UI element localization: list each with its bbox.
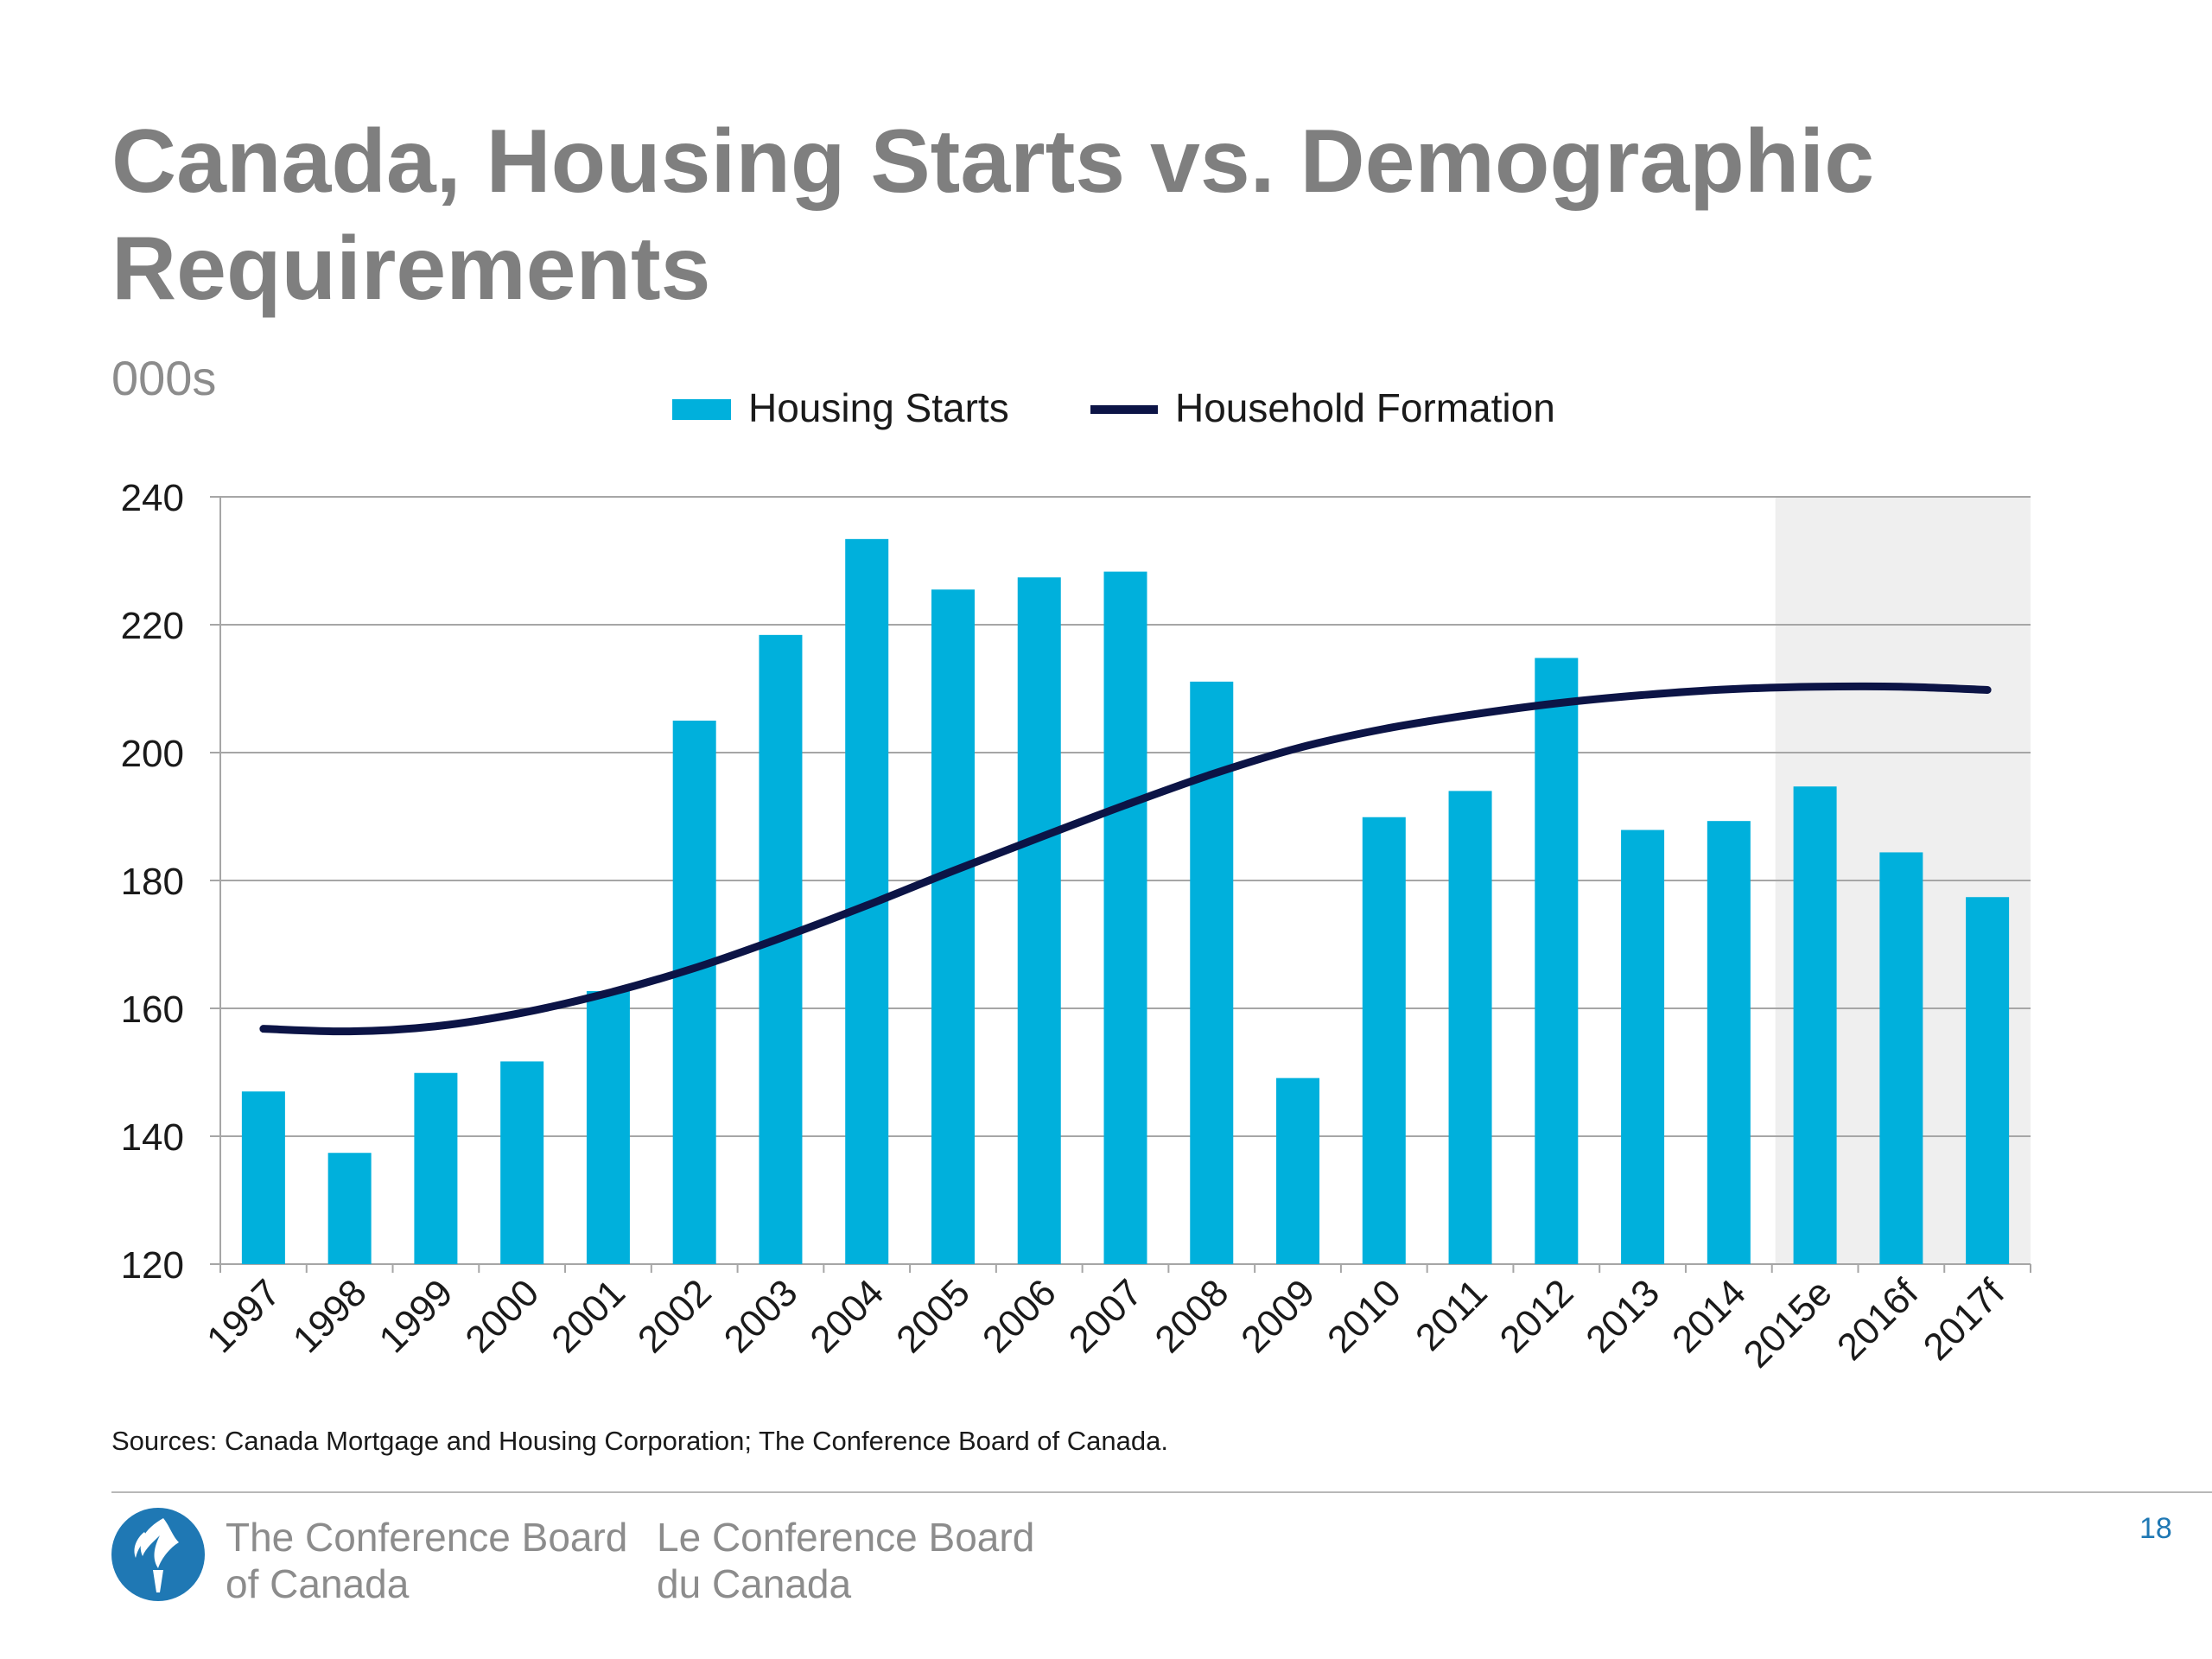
y-tick-label: 180	[121, 861, 184, 903]
line-household-formation	[259, 682, 1992, 1036]
bar-housing-starts	[931, 589, 975, 1264]
legend-swatch-housing-starts	[672, 399, 731, 420]
x-tick-label: 2004	[802, 1271, 892, 1361]
x-tick-label: 1999	[372, 1271, 461, 1361]
y-tick-label: 200	[121, 733, 184, 775]
x-tick-label: 1997	[199, 1271, 289, 1361]
legend-label-household-formation: Household Formation	[1175, 385, 1555, 430]
x-tick-label: 2011	[1408, 1271, 1496, 1359]
bar-housing-starts	[1276, 1077, 1320, 1264]
y-tick-label: 140	[121, 1116, 184, 1159]
bar-housing-starts	[1621, 830, 1665, 1264]
x-tick-label: 2015e	[1735, 1271, 1840, 1376]
x-tick-label: 2012	[1492, 1271, 1582, 1361]
bar-housing-starts	[327, 1153, 372, 1264]
bar-housing-starts	[1535, 658, 1579, 1264]
x-tick-label: 1998	[285, 1271, 375, 1361]
bar-housing-starts	[1448, 791, 1492, 1264]
x-tick-label: 2006	[975, 1271, 1065, 1361]
org-name-french-line1: Le Conference Board	[657, 1515, 1035, 1560]
bar-housing-starts	[586, 991, 630, 1264]
chart: Housing Starts Household Formation 120 14…	[121, 385, 2031, 1376]
x-tick-label: 2003	[716, 1271, 806, 1361]
x-tick-label: 2013	[1578, 1271, 1668, 1361]
bar-housing-starts	[1966, 897, 2010, 1264]
footer-divider	[111, 1491, 2212, 1493]
unit-label: 000s	[111, 351, 217, 405]
x-tick-label: 2001	[543, 1271, 633, 1361]
bar-housing-starts	[672, 721, 716, 1264]
y-tick-label: 240	[121, 477, 184, 519]
sources-note: Sources: Canada Mortgage and Housing Cor…	[111, 1426, 1168, 1456]
bar-housing-starts	[1879, 852, 1923, 1264]
bar-housing-starts	[241, 1091, 285, 1264]
org-name-french: Le Conference Board du Canada	[657, 1514, 1034, 1607]
page-number: 18	[2139, 1512, 2172, 1545]
org-name-french-line2: du Canada	[657, 1561, 852, 1606]
bar-housing-starts	[1793, 786, 1837, 1264]
y-tick-label: 120	[121, 1244, 184, 1287]
org-name-english-line2: of Canada	[226, 1561, 410, 1606]
bar-housing-starts	[414, 1072, 458, 1264]
bar-housing-starts	[1017, 577, 1061, 1264]
bar-housing-starts	[500, 1061, 544, 1264]
plot-area: 1201401601802002202401997199819992000200…	[121, 477, 2031, 1376]
x-tick-label: 2000	[457, 1271, 547, 1361]
x-tick-label: 2010	[1319, 1271, 1409, 1361]
legend: Housing Starts Household Formation	[672, 385, 1555, 430]
page-title: Canada, Housing Starts vs. Demographic R…	[111, 111, 1875, 319]
x-tick-label: 2008	[1147, 1271, 1236, 1361]
bar-housing-starts	[1103, 571, 1147, 1264]
x-tick-label: 2007	[1061, 1271, 1151, 1361]
x-tick-label: 2017f	[1916, 1271, 2013, 1369]
conference-board-torch-logo-icon	[111, 1508, 205, 1601]
x-tick-label: 2016f	[1829, 1271, 1927, 1369]
org-name-english: The Conference Board of Canada	[226, 1514, 627, 1607]
x-tick-label: 2005	[888, 1271, 978, 1361]
y-tick-label: 160	[121, 988, 184, 1031]
org-name-english-line1: The Conference Board	[226, 1515, 628, 1560]
bar-housing-starts	[1707, 821, 1751, 1264]
legend-label-housing-starts: Housing Starts	[748, 385, 1009, 430]
bar-housing-starts	[759, 634, 803, 1264]
bar-housing-starts	[1362, 817, 1406, 1264]
x-tick-label: 2009	[1233, 1271, 1323, 1361]
x-tick-label: 2002	[630, 1271, 720, 1361]
y-tick-label: 220	[121, 605, 184, 647]
